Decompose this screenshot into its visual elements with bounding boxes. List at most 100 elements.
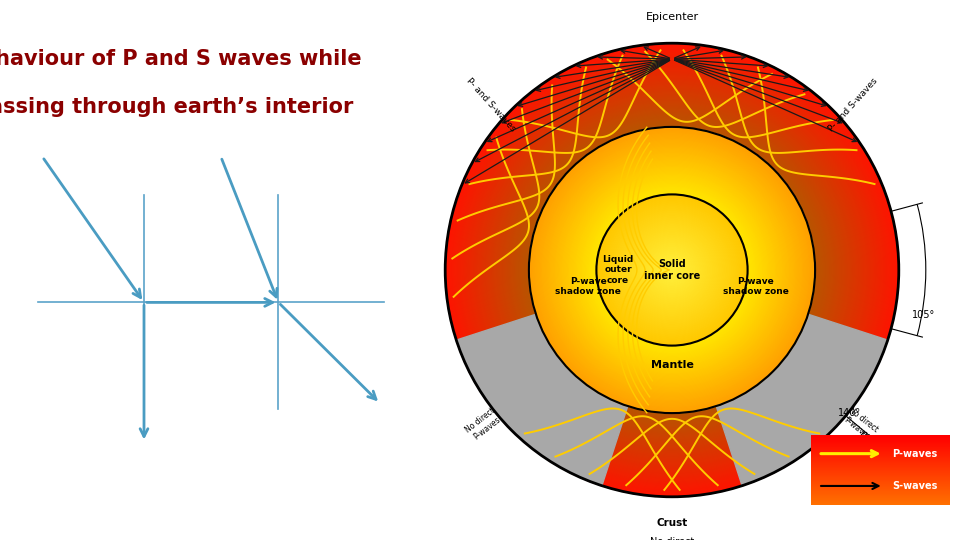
Bar bbox=[811, 449, 950, 450]
Bar bbox=[811, 442, 950, 443]
Circle shape bbox=[451, 50, 893, 490]
Circle shape bbox=[528, 126, 816, 414]
Circle shape bbox=[568, 166, 776, 374]
Circle shape bbox=[539, 137, 805, 403]
Circle shape bbox=[583, 181, 761, 359]
Circle shape bbox=[503, 101, 841, 439]
Circle shape bbox=[474, 72, 870, 468]
Bar bbox=[811, 489, 950, 490]
Circle shape bbox=[636, 234, 708, 306]
Circle shape bbox=[625, 222, 719, 317]
Text: No direct: No direct bbox=[650, 537, 694, 540]
Circle shape bbox=[551, 150, 793, 390]
Circle shape bbox=[577, 176, 767, 364]
Text: P-wave
shadow zone: P-wave shadow zone bbox=[556, 276, 621, 296]
Bar bbox=[811, 481, 950, 482]
Bar bbox=[811, 453, 950, 454]
Circle shape bbox=[555, 153, 789, 387]
Bar bbox=[811, 454, 950, 455]
Circle shape bbox=[509, 107, 835, 433]
Circle shape bbox=[561, 158, 783, 382]
Circle shape bbox=[649, 247, 695, 293]
Bar bbox=[811, 501, 950, 502]
Bar bbox=[811, 437, 950, 438]
Circle shape bbox=[662, 261, 682, 280]
Circle shape bbox=[468, 65, 876, 475]
Circle shape bbox=[479, 77, 865, 463]
Circle shape bbox=[547, 145, 797, 395]
Circle shape bbox=[566, 164, 778, 376]
Bar bbox=[811, 435, 950, 436]
Circle shape bbox=[571, 170, 773, 370]
Circle shape bbox=[631, 228, 713, 312]
Text: Liquid
outer
core: Liquid outer core bbox=[602, 255, 634, 285]
Circle shape bbox=[621, 219, 723, 321]
Text: 105°: 105° bbox=[912, 310, 936, 320]
Circle shape bbox=[640, 238, 704, 302]
Circle shape bbox=[523, 122, 821, 418]
Circle shape bbox=[525, 123, 819, 417]
Text: S-waves: S-waves bbox=[892, 481, 937, 491]
Bar bbox=[811, 439, 950, 440]
Circle shape bbox=[498, 97, 846, 443]
Bar bbox=[811, 461, 950, 462]
Text: Crust: Crust bbox=[657, 518, 687, 529]
Circle shape bbox=[504, 102, 840, 438]
Circle shape bbox=[540, 138, 804, 402]
Bar bbox=[811, 477, 950, 478]
Circle shape bbox=[491, 88, 853, 452]
Circle shape bbox=[586, 183, 758, 357]
Text: P-waves: P-waves bbox=[892, 449, 937, 458]
Circle shape bbox=[670, 268, 674, 272]
Circle shape bbox=[651, 249, 693, 291]
Circle shape bbox=[458, 56, 886, 484]
Bar bbox=[811, 476, 950, 477]
Text: P-wave
shadow zone: P-wave shadow zone bbox=[723, 276, 788, 296]
Circle shape bbox=[471, 69, 873, 471]
Circle shape bbox=[482, 80, 862, 460]
Circle shape bbox=[531, 129, 813, 411]
Circle shape bbox=[581, 179, 763, 361]
Circle shape bbox=[473, 71, 871, 469]
Circle shape bbox=[567, 165, 777, 375]
Circle shape bbox=[588, 186, 756, 354]
Circle shape bbox=[564, 163, 780, 377]
Bar bbox=[811, 503, 950, 504]
Bar bbox=[811, 475, 950, 476]
Circle shape bbox=[460, 58, 884, 482]
Circle shape bbox=[456, 53, 888, 487]
Circle shape bbox=[596, 194, 748, 346]
Circle shape bbox=[645, 244, 699, 296]
Circle shape bbox=[453, 52, 891, 488]
Bar bbox=[811, 440, 950, 441]
Circle shape bbox=[647, 245, 697, 295]
Circle shape bbox=[584, 182, 760, 358]
Circle shape bbox=[582, 180, 762, 360]
Text: No direct
P-waves: No direct P-waves bbox=[464, 406, 503, 443]
Circle shape bbox=[469, 68, 875, 472]
Bar bbox=[811, 463, 950, 464]
Circle shape bbox=[587, 184, 757, 356]
Bar bbox=[811, 467, 950, 468]
Bar bbox=[811, 444, 950, 445]
Circle shape bbox=[613, 211, 731, 328]
Text: passing through earth’s interior: passing through earth’s interior bbox=[0, 97, 353, 117]
Circle shape bbox=[558, 156, 786, 384]
Circle shape bbox=[554, 152, 790, 388]
Circle shape bbox=[543, 141, 801, 399]
Bar bbox=[811, 496, 950, 497]
Circle shape bbox=[515, 112, 829, 428]
Bar bbox=[811, 500, 950, 501]
Circle shape bbox=[510, 108, 834, 432]
Circle shape bbox=[496, 94, 848, 445]
Bar bbox=[811, 441, 950, 442]
Text: No direct
P-waves: No direct P-waves bbox=[841, 406, 880, 443]
Circle shape bbox=[495, 93, 849, 447]
Circle shape bbox=[606, 204, 738, 336]
Text: Mantle: Mantle bbox=[651, 360, 693, 370]
Circle shape bbox=[619, 217, 725, 323]
Circle shape bbox=[602, 200, 742, 340]
Bar bbox=[811, 465, 950, 466]
Wedge shape bbox=[456, 270, 672, 485]
Circle shape bbox=[615, 213, 729, 327]
